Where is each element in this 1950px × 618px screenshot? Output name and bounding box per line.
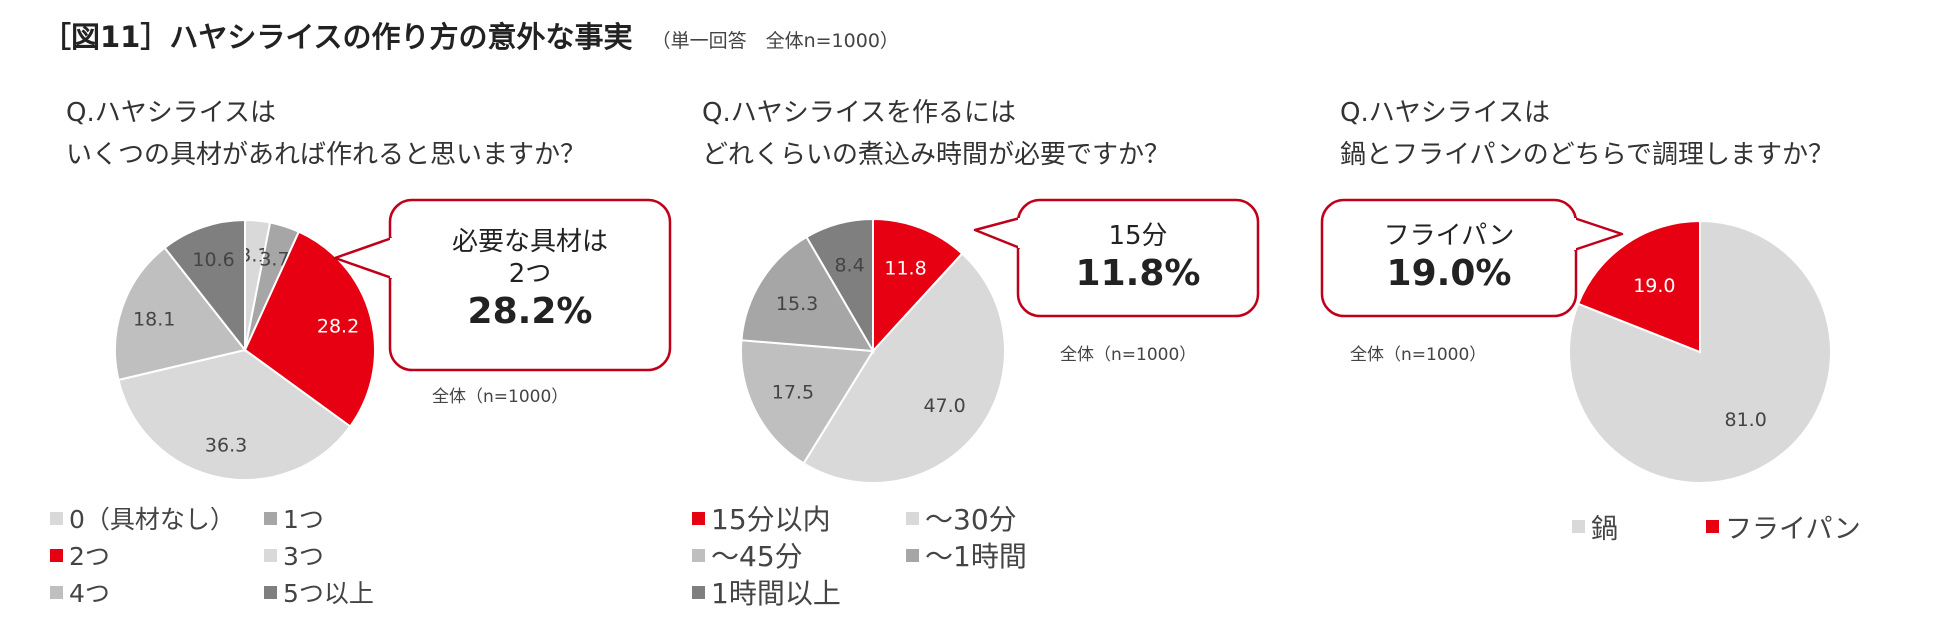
legend-label: 0（具材なし） — [69, 505, 235, 534]
legend-label: 2つ — [69, 542, 110, 571]
legend-label: 4つ — [69, 579, 110, 608]
callout-1-text: 必要な具材は 2つ 28.2% — [390, 226, 670, 334]
legend-label: 15分以内 — [711, 503, 831, 536]
question-1-line-2: いくつの具材があれば作れると思いますか？ — [66, 140, 587, 170]
legend-swatch — [50, 511, 63, 525]
callout-bubble-1-box — [388, 198, 672, 372]
note-2: 全体（n=1000） — [1060, 345, 1197, 365]
slice-value-label: 28.2 — [317, 315, 359, 337]
legend-item: 0（具材なし） — [50, 500, 235, 536]
legend-swatch — [264, 585, 277, 599]
question-2-line-1: Q.ハヤシライスを作るには — [702, 98, 1016, 128]
pie-slice — [872, 217, 964, 354]
note-3: 全体（n=1000） — [1350, 345, 1487, 365]
legend-label: ～45分 — [711, 540, 803, 573]
legend-item: ～45分 — [692, 535, 803, 575]
legend-item: ～30分 — [906, 498, 1017, 538]
legend-swatch — [1572, 520, 1585, 533]
pie-slice — [802, 252, 1006, 484]
callout-2-value: 11.8% — [1075, 253, 1201, 294]
pie-slice — [243, 230, 376, 428]
callout-3-line-1: フライパン — [1383, 221, 1515, 251]
legend-item: 15分以内 — [692, 498, 831, 538]
page-title: ［図11］ハヤシライスの作り方の意外な事実 — [42, 20, 633, 54]
question-3-line-1: Q.ハヤシライスは — [1340, 98, 1550, 128]
legend-swatch — [692, 548, 705, 562]
figure-title: ［図11］ハヤシライスの作り方の意外な事実 （単一回答 全体n=1000） — [42, 14, 899, 56]
legend-label: ～30分 — [925, 503, 1017, 536]
legend-label: 鍋 — [1591, 514, 1618, 545]
callout-bubble-2 — [973, 198, 1260, 318]
callout-bubble-3-box — [1320, 198, 1578, 318]
page-subtitle: （単一回答 全体n=1000） — [651, 30, 899, 52]
callout-1-line-2: 2つ — [508, 259, 552, 289]
legend-item: 5つ以上 — [264, 574, 374, 610]
legend-item: 2つ — [50, 537, 110, 573]
slice-value-label: 10.6 — [192, 249, 234, 271]
legend-swatch — [692, 585, 705, 599]
callout-3-text: フライパン 19.0% — [1322, 220, 1576, 296]
callout-bubble-2-pointer — [973, 216, 1021, 250]
pie-slice — [805, 217, 874, 355]
slice-value-label: 18.1 — [133, 308, 175, 330]
legend-item: 1時間以上 — [692, 572, 841, 612]
callout-bubble-3 — [1320, 198, 1624, 318]
slice-value-label: 15.3 — [776, 293, 818, 315]
legend-swatch — [906, 548, 919, 562]
legend-swatch — [906, 511, 919, 525]
question-3: Q.ハヤシライスは 鍋とフライパンのどちらで調理しますか？ — [1340, 92, 1834, 176]
callout-1-value: 28.2% — [467, 291, 593, 332]
slice-value-label: 81.0 — [1724, 409, 1766, 431]
slice-value-label: 3.7 — [259, 248, 289, 270]
callout-bubble-3-pointer — [1573, 216, 1624, 252]
slice-value-label: 11.8 — [884, 257, 926, 279]
legend-swatch — [264, 548, 277, 562]
legend-label: フライパン — [1725, 514, 1861, 545]
slice-value-label: 47.0 — [923, 395, 965, 417]
callout-2-text: 15分 11.8% — [1018, 220, 1258, 296]
callout-2-line-1: 15分 — [1108, 221, 1168, 251]
legend-label: 5つ以上 — [283, 579, 374, 608]
legend-label: 1時間以上 — [711, 577, 841, 610]
legend-item: 鍋 — [1572, 507, 1618, 546]
question-3-line-2: 鍋とフライパンのどちらで調理しますか？ — [1340, 140, 1835, 170]
question-2-line-2: どれくらいの煮込み時間が必要ですか？ — [702, 140, 1171, 170]
legend-label: 3つ — [283, 542, 324, 571]
pie-slice — [1576, 219, 1701, 354]
legend-swatch — [264, 511, 277, 525]
legend-swatch — [692, 511, 705, 525]
question-1-line-1: Q.ハヤシライスは — [66, 98, 276, 128]
callout-bubble-1 — [333, 198, 672, 372]
callout-1-line-1: 必要な具材は — [451, 227, 608, 257]
legend-swatch — [1706, 520, 1719, 533]
legend-label: ～1時間 — [925, 540, 1027, 573]
legend-swatch — [50, 548, 63, 562]
legend-item: 4つ — [50, 574, 110, 610]
callout-bubble-1-pointer — [333, 236, 393, 280]
note-1: 全体（n=1000） — [432, 387, 569, 407]
callout-3-value: 19.0% — [1386, 253, 1512, 294]
pie-slice — [740, 235, 875, 353]
question-1: Q.ハヤシライスは いくつの具材があれば作れると思いますか？ — [66, 92, 586, 176]
legend-item: 1つ — [264, 500, 324, 536]
pie-slice — [163, 218, 246, 353]
slice-value-label: 36.3 — [205, 434, 247, 456]
legend-label: 1つ — [283, 505, 324, 534]
slice-value-label: 17.5 — [772, 381, 814, 403]
pie-slice — [740, 339, 875, 465]
legend-swatch — [50, 585, 63, 599]
pie-slice — [117, 348, 352, 481]
callout-bubble-2-box — [1016, 198, 1260, 318]
slice-value-label: 8.4 — [834, 254, 864, 276]
legend-item: 3つ — [264, 537, 324, 573]
legend-item: フライパン — [1706, 507, 1861, 546]
legend-item: ～1時間 — [906, 535, 1027, 575]
question-2: Q.ハヤシライスを作るには どれくらいの煮込み時間が必要ですか？ — [702, 92, 1170, 176]
pie-slice — [114, 246, 247, 382]
slice-value-label: 19.0 — [1633, 275, 1675, 297]
